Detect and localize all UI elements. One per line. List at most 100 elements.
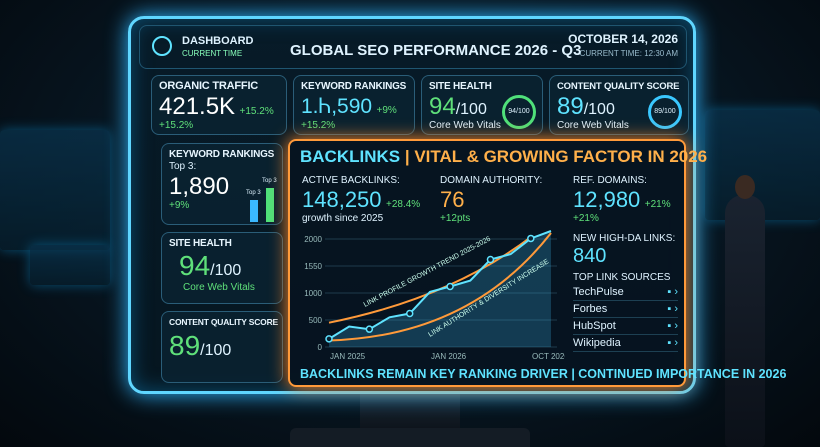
y-tick-label: 1000	[304, 289, 322, 298]
active-backlinks: ACTIVE BACKLINKS: 148,250 +28.4% growth …	[302, 175, 420, 225]
card-label: SITE HEALTH	[429, 81, 492, 92]
source-name: Wikipedia	[573, 337, 621, 349]
data-point	[446, 282, 454, 291]
person-silhouette	[725, 175, 765, 447]
card-value: 1.Ꮒ,590	[301, 95, 373, 118]
source-name: HubSpot	[573, 320, 616, 332]
y-tick-label: 2000	[304, 235, 322, 244]
card-keyword-rankings[interactable]: KEYWORD RANKINGS 1.Ꮒ,590 +9% +15.2%	[293, 75, 415, 135]
data-point	[365, 325, 374, 333]
card-label: SITE HEALTH	[169, 238, 232, 249]
bar-label: Top 3	[246, 190, 261, 196]
trend-line-lower	[328, 232, 552, 342]
card-content-quality[interactable]: CONTENT QUALITY SCORE 89/100 Core Web Vi…	[549, 75, 689, 135]
chevron-right-icon: ▪ ›	[667, 286, 678, 298]
delta: +12pts	[440, 213, 471, 224]
card-sub: +15.2%	[159, 120, 194, 131]
background-screen-left	[0, 130, 110, 250]
value: 148,250	[302, 187, 382, 212]
chevron-right-icon: ▪ ›	[667, 320, 678, 332]
bar-label: Top 3	[262, 178, 277, 184]
source-item[interactable]: HubSpot ▪ ›	[573, 318, 678, 335]
card-of: /100	[200, 342, 232, 359]
card-pre: Top 3:	[169, 161, 197, 172]
label: NEW HIGH-DA LINKS:	[573, 233, 676, 244]
sources-list: TechPulse ▪ › Forbes ▪ › HubSpot ▪ › Wikipedia…	[573, 284, 678, 352]
card-sub: Core Web Vitals	[183, 282, 255, 293]
monitor-base	[290, 428, 530, 447]
card-of: /100	[455, 101, 487, 118]
header: DASHBOARD CURRENT TIME GLOBAL SEO PERFOR…	[139, 25, 687, 69]
card-sub: Core Web Vitals	[429, 120, 501, 131]
backlink-chart: 2000 1550 1000 500 0 JAN 2025 JAN 2026 OCT 2026…	[304, 230, 565, 361]
source-item[interactable]: Forbes ▪ ›	[573, 301, 678, 318]
sub: growth since 2025	[302, 213, 384, 224]
x-tick-label: JAN 2026	[431, 352, 467, 361]
data-point	[486, 255, 495, 264]
domain-authority: DOMAIN AUTHORITY: 76 +12pts	[440, 175, 542, 225]
card-delta: +15.2%	[239, 106, 274, 117]
card-label: KEYWORD RANKINGS	[169, 149, 275, 160]
side-site-health[interactable]: SITE HEALTH 94/100 Core Web Vitals	[161, 232, 283, 304]
globe-icon	[152, 36, 172, 56]
side-keyword-rankings[interactable]: KEYWORD RANKINGS Top 3: 1,890 +9% Top 3 …	[161, 143, 283, 225]
page-title: GLOBAL SEO PERFORMANCE 2026 - Q3	[290, 42, 582, 59]
title-b: | VITAL & GROWING FACTOR IN 2026	[404, 147, 708, 166]
time: CURRENT TIME: 12:30 AM	[579, 49, 678, 58]
chevron-right-icon: ▪ ›	[667, 337, 678, 349]
source-item[interactable]: TechPulse ▪ ›	[573, 284, 678, 301]
label: REF. DOMAINS:	[573, 175, 647, 186]
bar-top3-a	[250, 200, 258, 222]
card-of: /100	[210, 262, 242, 279]
card-label: ORGANIC TRAFFIC	[159, 80, 259, 92]
chevron-right-icon: ▪ ›	[667, 303, 678, 315]
label: TOP LINK SOURCES	[573, 272, 671, 283]
delta: +28.4%	[385, 199, 421, 210]
source-name: TechPulse	[573, 286, 624, 298]
backlinks-title: BACKLINKS | VITAL & GROWING FACTOR IN 20…	[300, 147, 707, 167]
data-point	[325, 335, 333, 343]
value: 840	[573, 245, 607, 267]
app-name: DASHBOARD	[182, 35, 254, 47]
backlinks-footer: BACKLINKS REMAIN KEY RANKING DRIVER | CO…	[300, 367, 787, 381]
date: OCTOBER 14, 2026	[568, 32, 678, 46]
app-sub: CURRENT TIME	[182, 49, 243, 58]
background-screen-right	[705, 110, 820, 220]
dashboard-monitor: DASHBOARD CURRENT TIME GLOBAL SEO PERFOR…	[128, 16, 786, 394]
gauge: 94/100	[502, 95, 536, 129]
backlinks-panel: BACKLINKS | VITAL & GROWING FACTOR IN 20…	[288, 139, 786, 387]
card-sub: +15.2%	[301, 120, 336, 131]
side-content-quality[interactable]: CONTENT QUALITY SCORE 89/100	[161, 311, 283, 383]
y-tick-label: 1550	[304, 262, 322, 271]
monitor-stand	[360, 394, 460, 434]
card-label: KEYWORD RANKINGS	[301, 81, 407, 92]
y-tick-label: 0	[318, 343, 323, 352]
card-of: /100	[583, 101, 615, 118]
data-point	[405, 309, 414, 318]
card-sub: Core Web Vitals	[557, 120, 629, 131]
gauge: 89/100	[648, 95, 682, 129]
label: ACTIVE BACKLINKS:	[302, 175, 400, 186]
card-organic-traffic[interactable]: ORGANIC TRAFFIC 421.5K +15.2% +15.2%	[151, 75, 287, 135]
card-value: 421.5K	[159, 93, 236, 120]
card-delta: +9%	[169, 200, 190, 211]
x-tick-label: OCT 2026	[532, 352, 565, 361]
card-value: 89	[169, 330, 201, 361]
card-label: CONTENT QUALITY SCORE	[557, 81, 680, 92]
delta: +21%	[644, 199, 671, 210]
title-a: BACKLINKS	[300, 147, 401, 166]
card-site-health[interactable]: SITE HEALTH 94/100 Core Web Vitals 94/10…	[421, 75, 543, 135]
card-label: CONTENT QUALITY SCORE	[169, 317, 278, 327]
source-item[interactable]: Wikipedia ▪ ›	[573, 335, 678, 352]
value: 76	[440, 187, 465, 212]
y-tick-label: 500	[309, 316, 323, 325]
x-tick-label: JAN 2025	[330, 352, 366, 361]
ref-domains: REF. DOMAINS: 12,980 +21% +21% NEW HIGH-…	[573, 175, 678, 352]
bar-top3-b	[266, 188, 274, 222]
card-value: 1,890	[169, 173, 230, 200]
card-value: 94	[429, 93, 456, 120]
label: DOMAIN AUTHORITY:	[440, 175, 543, 186]
background-screen-left-low	[30, 245, 110, 285]
card-delta: +9%	[376, 105, 397, 116]
sub: +21%	[573, 213, 599, 224]
